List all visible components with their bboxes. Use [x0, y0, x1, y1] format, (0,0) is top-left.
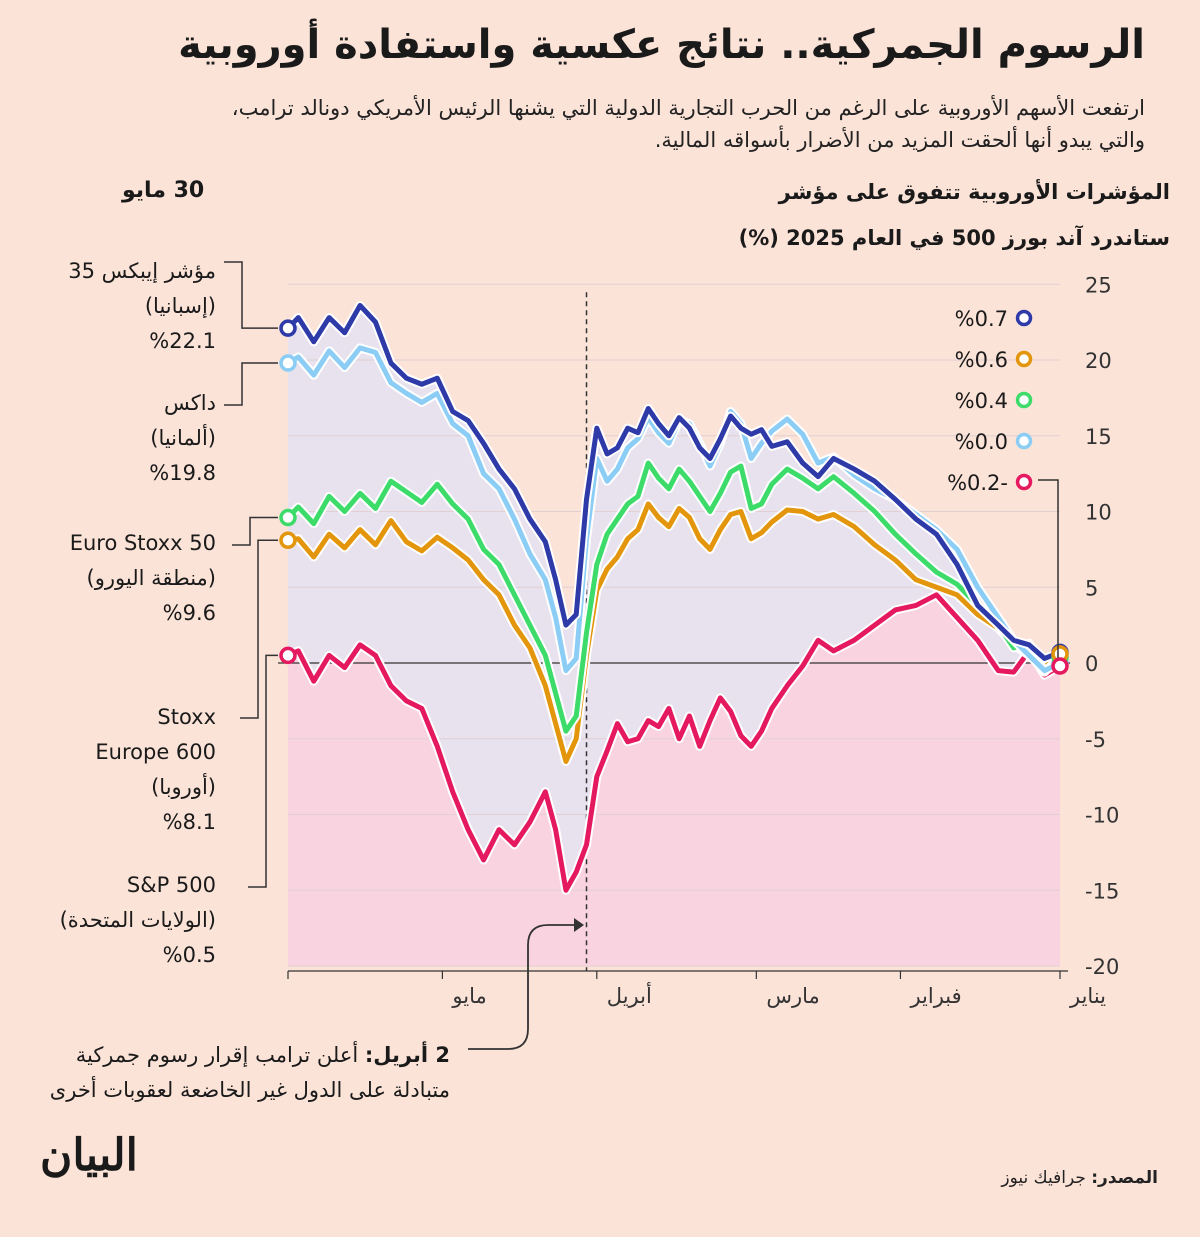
x-tick-label: فبراير	[909, 984, 961, 1008]
y-tick-label: 20	[1085, 349, 1112, 373]
event-annotation: 2 أبريل: أعلن ترامب إقرار رسوم جمركية مت…	[40, 1038, 450, 1108]
y-tick-label: 25	[1085, 273, 1112, 297]
sp500-start-connector	[1038, 479, 1059, 659]
end-value-label: %0.5	[163, 943, 216, 967]
end-value-label: %22.1	[149, 329, 216, 353]
series-end-dot-3	[279, 531, 297, 550]
series-end-dot-1	[279, 354, 297, 372]
series-name-label: (منطقة اليورو)	[87, 566, 216, 590]
series-label-leader-2	[232, 516, 278, 546]
series-name-label: S&P 500	[127, 873, 216, 897]
y-tick-label: -10	[1085, 804, 1119, 828]
event-annotation-date: 2 أبريل:	[364, 1043, 450, 1067]
start-value-label: %0.0	[955, 430, 1008, 454]
start-value-dot-3	[1015, 432, 1033, 450]
series-name-label: (ألمانيا)	[150, 424, 216, 450]
y-tick-label: 5	[1085, 576, 1098, 600]
y-tick-label: -15	[1085, 879, 1119, 903]
start-value-label: %0.7	[955, 307, 1008, 331]
end-value-label: %9.6	[163, 601, 216, 625]
series-name-label: مؤشر إيبكس 35	[68, 259, 216, 284]
start-value-label: %0.2-	[947, 471, 1008, 495]
series-label-leader-4	[248, 654, 278, 888]
start-value-label: %0.4	[955, 389, 1008, 413]
publisher-logo: البيان	[40, 1130, 138, 1181]
x-tick-label: يناير	[1069, 984, 1106, 1008]
source-value: جرافيك نيوز	[1001, 1168, 1086, 1188]
start-value-label: %0.6	[955, 348, 1008, 372]
end-date-label: 30 مايو	[122, 178, 205, 203]
series-end-dot-4	[279, 646, 297, 665]
start-value-dot-0	[1015, 309, 1033, 327]
series-line-stoxx-europe-600	[285, 501, 1063, 764]
series-name-label: (الولايات المتحدة)	[60, 908, 216, 932]
series-label-leader-0	[224, 261, 278, 329]
start-value-dot-2	[1015, 391, 1033, 409]
series-name-label: داكس	[164, 391, 216, 415]
series-end-dot-0	[279, 319, 297, 337]
y-tick-label: -20	[1085, 955, 1119, 979]
end-value-label: %19.8	[149, 461, 216, 485]
y-tick-label: -5	[1085, 728, 1106, 752]
x-tick-label: أبريل	[607, 982, 652, 1008]
chart-heading-line-1: المؤشرات الأوروبية تتفوق على مؤشر	[778, 180, 1170, 204]
sp500-underlay	[288, 594, 1060, 966]
series-name-label: Euro Stoxx 50	[70, 531, 216, 555]
annotation-arrow	[468, 924, 574, 1050]
chart-heading-line-2: ستاندرد آند بورز 500 في العام 2025 (%)	[738, 226, 1170, 250]
series-line-euro-stoxx-50	[285, 460, 1063, 734]
series-start-dot-4	[1051, 657, 1069, 675]
series-line-s-p-500	[285, 592, 1063, 893]
series-label-leader-1	[224, 362, 278, 406]
start-value-dot-4	[1015, 473, 1033, 491]
x-tick-label: مارس	[766, 984, 819, 1008]
series-name-label: Europe 600	[95, 740, 216, 764]
series-name-label: (أوروبا)	[151, 773, 216, 799]
annotation-arrow-head	[574, 918, 584, 932]
series-name-label: Stoxx	[157, 705, 216, 729]
subtitle-line-2: والتي يبدو أنها ألحقت المزيد من الأضرار …	[654, 128, 1145, 152]
series-label-leader-3	[240, 539, 278, 719]
event-annotation-text: أعلن ترامب إقرار رسوم جمركية متبادلة على…	[49, 1043, 450, 1102]
chart-subtitle: ارتفعت الأسهم الأوروبية على الرغم من الح…	[45, 92, 1145, 156]
chart-title: الرسوم الجمركية.. نتائج عكسية واستفادة أ…	[178, 22, 1145, 68]
source-label: المصدر:	[1091, 1168, 1158, 1188]
series-line-ibex-35	[285, 302, 1063, 661]
series-name-label: (إسبانيا)	[145, 294, 216, 319]
y-tick-label: 10	[1085, 501, 1112, 525]
end-value-label: %8.1	[163, 810, 216, 834]
start-value-dot-1	[1015, 350, 1033, 368]
y-tick-label: 0	[1085, 652, 1098, 676]
x-tick-label: مايو	[451, 984, 486, 1008]
subtitle-line-1: ارتفعت الأسهم الأوروبية على الرغم من الح…	[231, 96, 1145, 120]
above-ibex-mask	[288, 284, 1060, 659]
series-end-dot-2	[279, 508, 297, 527]
source-note: المصدر: جرافيك نيوز	[1001, 1168, 1158, 1188]
y-tick-label: 15	[1085, 425, 1112, 449]
